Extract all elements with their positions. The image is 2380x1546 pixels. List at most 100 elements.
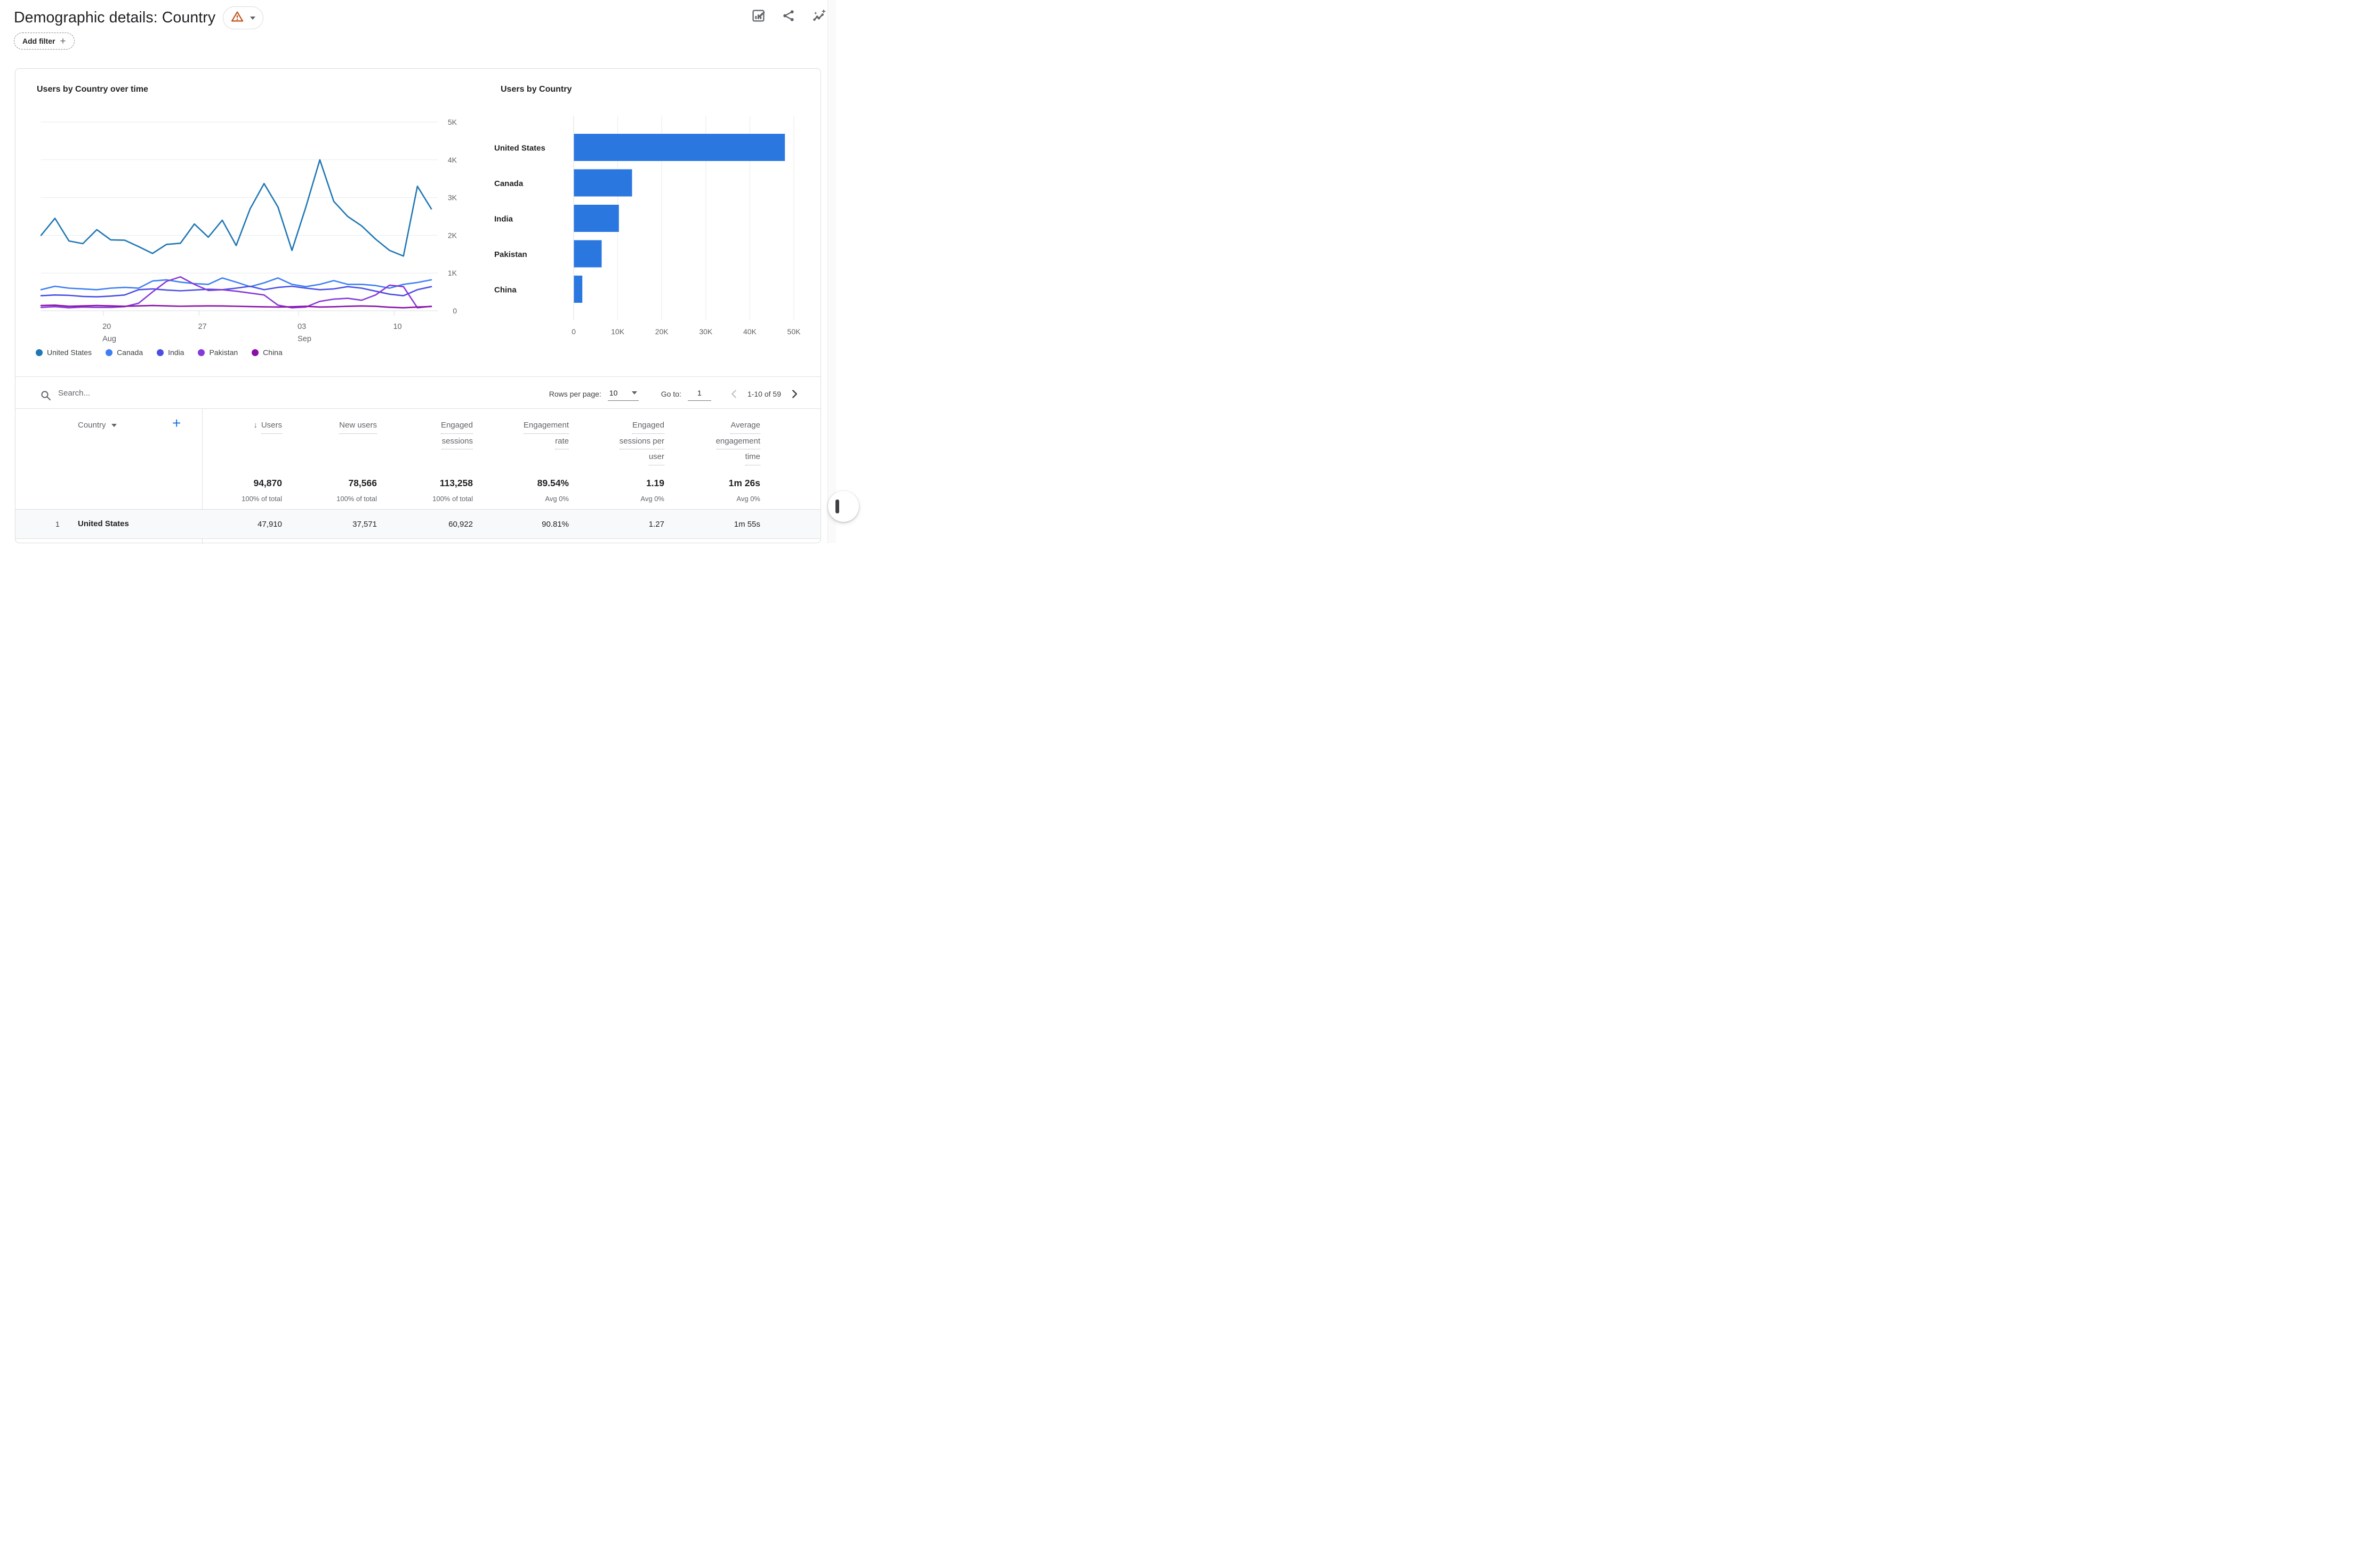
- totals-cell-average-engagement-time: 1m 26s Avg 0%: [729, 478, 760, 503]
- column-header-new-users[interactable]: New users: [339, 418, 377, 434]
- totals-subtext: 100% of total: [336, 495, 377, 503]
- legend-dot: [36, 349, 43, 356]
- svg-text:50K: 50K: [787, 327, 801, 336]
- rows-per-page-select[interactable]: 10: [608, 389, 639, 401]
- svg-text:0: 0: [572, 327, 576, 336]
- report-header: Demographic details: Country: [14, 6, 263, 29]
- totals-value: 78,566: [336, 478, 377, 488]
- customize-report-icon[interactable]: [751, 9, 766, 23]
- column-header-engagement-rate[interactable]: Engagementrate: [524, 418, 569, 449]
- column-header-label: Engaged: [632, 418, 664, 434]
- go-to-input[interactable]: 1: [688, 389, 711, 401]
- sort-descending-icon: ↓: [253, 421, 258, 430]
- svg-text:27: 27: [198, 323, 206, 331]
- svg-text:30K: 30K: [699, 327, 713, 336]
- svg-text:10K: 10K: [611, 327, 625, 336]
- page-title: Demographic details: Country: [14, 9, 215, 27]
- column-header-average-engagement-time[interactable]: Averageengagementtime: [716, 418, 760, 465]
- totals-value: 94,870: [242, 478, 282, 488]
- report-toolbar: [751, 9, 826, 23]
- legend-dot: [252, 349, 259, 356]
- svg-text:5K: 5K: [448, 118, 457, 126]
- users-over-time-chart: 5K4K3K2K1K020Aug2703Sep10: [37, 106, 469, 373]
- row-value: 37,571: [352, 520, 377, 529]
- totals-value: 89.54%: [537, 478, 569, 488]
- totals-subtext: Avg 0%: [537, 495, 569, 503]
- legend-label: China: [263, 348, 283, 357]
- column-header-engaged-sessions[interactable]: Engagedsessions: [441, 418, 473, 449]
- legend-item-united-states: United States: [36, 348, 92, 357]
- bar-chart-title: Users by Country: [501, 85, 572, 94]
- row-value: 60,922: [448, 520, 473, 529]
- line-chart-title: Users by Country over time: [37, 85, 148, 94]
- svg-text:4K: 4K: [448, 156, 457, 164]
- svg-text:20: 20: [102, 323, 111, 331]
- row-value: 1.27: [649, 520, 664, 529]
- svg-text:Pakistan: Pakistan: [494, 250, 527, 259]
- search-input[interactable]: Search...: [58, 389, 90, 398]
- totals-subtext: Avg 0%: [729, 495, 760, 503]
- totals-value: 113,258: [432, 478, 473, 488]
- row-country: United States: [78, 519, 129, 528]
- column-header-label: engagement: [716, 434, 760, 450]
- legend-label: Canada: [117, 348, 143, 357]
- add-filter-label: Add filter: [22, 37, 55, 45]
- column-header-label: sessions per: [620, 434, 664, 450]
- users-by-country-chart: 010K20K30K40K50KUnited StatesCanadaIndia…: [485, 106, 815, 373]
- table-header-row: Country + ↓UsersNew usersEngagedsessions…: [15, 408, 821, 471]
- row-cell-engagement-rate: 90.81%: [542, 520, 569, 529]
- column-header-label: user: [649, 449, 664, 465]
- totals-value: 1.19: [640, 478, 664, 488]
- data-quality-badge[interactable]: [223, 6, 263, 29]
- table-row[interactable]: 1 United States 47,91037,57160,92290.81%…: [15, 510, 821, 539]
- totals-value: 1m 26s: [729, 478, 760, 488]
- svg-text:1K: 1K: [448, 269, 457, 277]
- column-header-label: Users: [261, 418, 282, 434]
- table-totals-row: 94,870100% of total 78,566 100% of total 11…: [15, 471, 821, 510]
- totals-cell-engaged-sessions: 113,258100% of total: [432, 478, 473, 503]
- legend-dot: [106, 349, 112, 356]
- warning-icon: [231, 11, 244, 25]
- feedback-fab[interactable]: [828, 491, 859, 522]
- dimension-header-country[interactable]: Country: [78, 421, 117, 430]
- add-column-button[interactable]: +: [172, 416, 181, 431]
- svg-text:United States: United States: [494, 144, 545, 153]
- svg-text:India: India: [494, 215, 513, 224]
- totals-cell-engagement-rate: 89.54% Avg 0%: [537, 478, 569, 503]
- column-header-label: Engagement: [524, 418, 569, 434]
- column-header-label: sessions: [442, 434, 473, 450]
- totals-subtext: Avg 0%: [640, 495, 664, 503]
- svg-text:Sep: Sep: [298, 335, 311, 343]
- row-cell-engaged-sessions-per-user: 1.27: [649, 520, 664, 529]
- column-header-label: New users: [339, 418, 377, 434]
- totals-cell-new-users: 78,566 100% of total: [336, 478, 377, 503]
- row-cell-new-users: 37,571: [352, 520, 377, 529]
- row-value: 90.81%: [542, 520, 569, 529]
- column-header-engaged-sessions-per-user[interactable]: Engagedsessions peruser: [620, 418, 664, 465]
- page-range-label: 1-10 of 59: [747, 390, 781, 398]
- divider: [15, 376, 821, 377]
- column-header-users[interactable]: ↓Users: [253, 418, 282, 434]
- column-header-label: time: [745, 449, 760, 465]
- chevron-down-icon: [250, 17, 255, 20]
- add-filter-button[interactable]: Add filter +: [14, 33, 75, 50]
- previous-page-icon[interactable]: [727, 387, 741, 401]
- insights-icon[interactable]: [812, 9, 826, 23]
- svg-text:China: China: [494, 286, 517, 295]
- legend-label: United States: [47, 348, 92, 357]
- chart-legend: United StatesCanadaIndiaPakistanChina: [36, 348, 283, 357]
- legend-item-china: China: [252, 348, 283, 357]
- search-icon: [40, 390, 52, 404]
- totals-cell-users: 94,870100% of total: [242, 478, 282, 503]
- scrollbar[interactable]: [827, 0, 836, 543]
- plus-icon: +: [60, 36, 66, 46]
- report-card: Users by Country over time 5K4K3K2K1K020…: [15, 68, 821, 543]
- row-value: 1m 55s: [734, 520, 760, 529]
- row-cell-engaged-sessions: 60,922: [448, 520, 473, 529]
- rows-per-page-label: Rows per page:: [549, 390, 601, 398]
- share-icon[interactable]: [782, 9, 796, 23]
- go-to-label: Go to:: [661, 390, 681, 398]
- svg-text:2K: 2K: [448, 231, 457, 239]
- column-header-label: Average: [730, 418, 760, 434]
- next-page-icon[interactable]: [787, 387, 801, 401]
